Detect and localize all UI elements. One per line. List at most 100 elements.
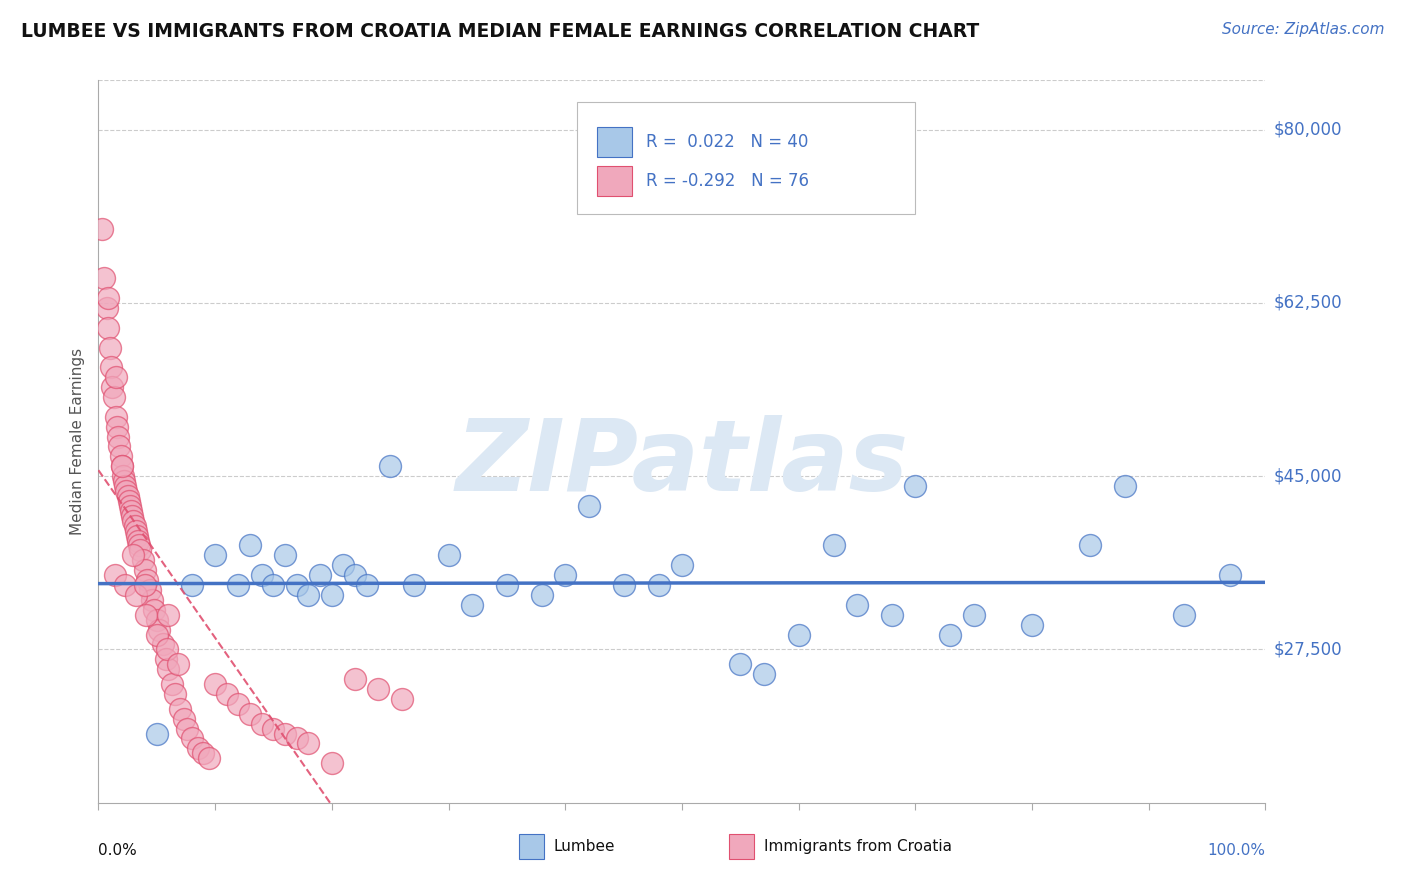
Text: 0.0%: 0.0% — [98, 843, 138, 857]
Point — [110, 450, 132, 464]
Point — [156, 642, 179, 657]
Point — [135, 607, 157, 622]
Point — [962, 607, 984, 622]
Point — [166, 657, 188, 672]
Text: $80,000: $80,000 — [1274, 120, 1343, 139]
Point — [146, 726, 169, 740]
Point — [125, 524, 148, 538]
Point — [146, 627, 169, 641]
Point — [139, 582, 162, 597]
Point — [180, 578, 202, 592]
FancyBboxPatch shape — [596, 166, 631, 196]
Text: LUMBEE VS IMMIGRANTS FROM CROATIA MEDIAN FEMALE EARNINGS CORRELATION CHART: LUMBEE VS IMMIGRANTS FROM CROATIA MEDIAN… — [21, 22, 980, 41]
Text: 100.0%: 100.0% — [1208, 843, 1265, 857]
Point — [176, 722, 198, 736]
Point — [98, 341, 121, 355]
Point — [100, 360, 122, 375]
Point — [752, 667, 775, 681]
Point — [134, 563, 156, 577]
Text: Immigrants from Croatia: Immigrants from Croatia — [763, 838, 952, 854]
Point — [155, 652, 177, 666]
Point — [204, 549, 226, 563]
Point — [104, 409, 127, 424]
Point — [122, 549, 145, 563]
Point — [125, 528, 148, 542]
Point — [823, 539, 845, 553]
Point — [880, 607, 903, 622]
Text: ZIPatlas: ZIPatlas — [456, 415, 908, 512]
Point — [1080, 539, 1102, 553]
Point — [97, 320, 120, 334]
Point — [128, 539, 150, 553]
Point — [321, 756, 343, 771]
Point — [108, 440, 131, 454]
Point — [285, 731, 308, 746]
Point — [1173, 607, 1195, 622]
Point — [1114, 479, 1136, 493]
Point — [496, 578, 519, 592]
Point — [239, 706, 262, 721]
Point — [1219, 568, 1241, 582]
Text: Lumbee: Lumbee — [554, 838, 614, 854]
Point — [344, 672, 367, 686]
Point — [262, 578, 284, 592]
FancyBboxPatch shape — [728, 833, 754, 859]
Point — [93, 271, 115, 285]
Point — [380, 459, 402, 474]
Point — [134, 578, 156, 592]
Y-axis label: Median Female Earnings: Median Female Earnings — [70, 348, 86, 535]
Text: $62,500: $62,500 — [1274, 294, 1343, 312]
Point — [160, 677, 183, 691]
Point — [157, 607, 180, 622]
Point — [90, 221, 112, 235]
Point — [114, 578, 136, 592]
Point — [332, 558, 354, 573]
Point — [103, 390, 125, 404]
Point — [111, 459, 134, 474]
Point — [554, 568, 576, 582]
Point — [846, 598, 869, 612]
Point — [118, 494, 141, 508]
Point — [344, 568, 367, 582]
Point — [215, 687, 238, 701]
Point — [193, 747, 215, 761]
Point — [250, 716, 273, 731]
Point — [187, 741, 209, 756]
Point — [613, 578, 636, 592]
Point — [115, 483, 138, 498]
Point — [118, 499, 141, 513]
Point — [141, 593, 163, 607]
Point — [239, 539, 262, 553]
Text: Source: ZipAtlas.com: Source: ZipAtlas.com — [1222, 22, 1385, 37]
Point — [105, 419, 128, 434]
Point — [262, 722, 284, 736]
Point — [112, 474, 135, 488]
Point — [96, 301, 118, 315]
Point — [143, 603, 166, 617]
Point — [146, 613, 169, 627]
Point — [391, 691, 413, 706]
Point — [180, 731, 202, 746]
Point — [461, 598, 484, 612]
Point — [274, 726, 297, 740]
Point — [297, 588, 319, 602]
FancyBboxPatch shape — [576, 102, 915, 214]
Point — [122, 514, 145, 528]
Point — [132, 553, 155, 567]
Point — [117, 489, 139, 503]
Point — [671, 558, 693, 573]
Point — [136, 573, 159, 587]
Point — [127, 533, 149, 548]
Point — [578, 499, 600, 513]
Point — [101, 380, 124, 394]
Point — [530, 588, 553, 602]
Point — [104, 568, 127, 582]
Point — [228, 697, 250, 711]
Point — [250, 568, 273, 582]
Point — [120, 504, 142, 518]
Point — [647, 578, 669, 592]
Point — [1021, 617, 1043, 632]
Text: R = -0.292   N = 76: R = -0.292 N = 76 — [645, 172, 808, 190]
Point — [97, 291, 120, 305]
FancyBboxPatch shape — [519, 833, 544, 859]
